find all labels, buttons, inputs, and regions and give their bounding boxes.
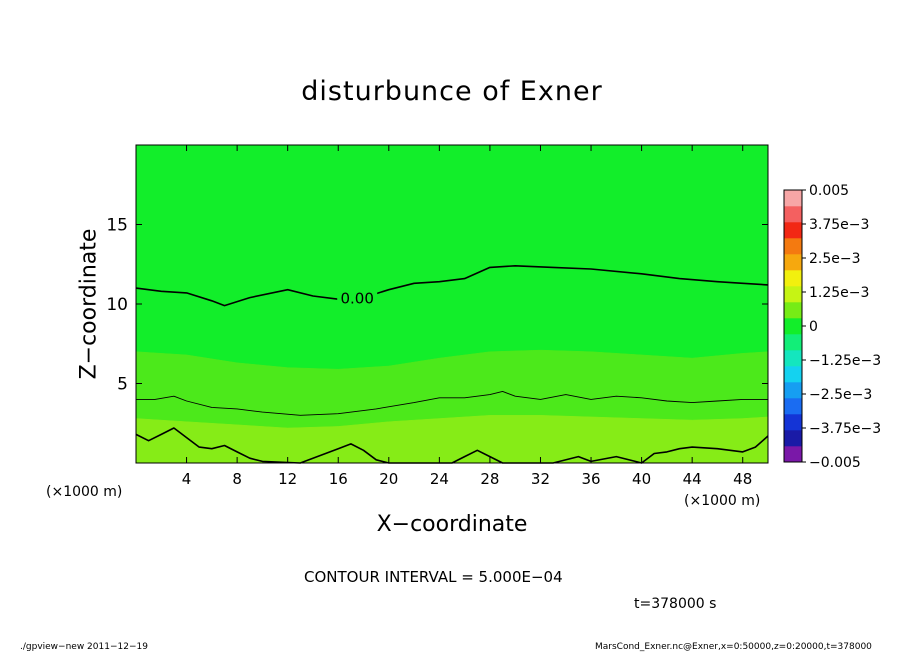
colorbar-swatch [784, 334, 802, 351]
footer-file-info: MarsCond_Exner.nc@Exner,x=0:50000,z=0:20… [595, 642, 872, 652]
colorbar-swatch [784, 398, 802, 415]
colorbar-swatch [784, 302, 802, 319]
contour-label-bg [337, 288, 378, 306]
y-tick-label: 5 [117, 375, 128, 395]
colorbar-tick-label: 0.005 [809, 183, 849, 199]
colorbar-tick-label: −3.75e−3 [809, 421, 881, 437]
y-tick-label: 10 [106, 295, 128, 315]
contour-lines [135, 264, 769, 464]
x-tick-label: 20 [379, 470, 398, 488]
colorbar-tick-label: −1.25e−3 [809, 353, 881, 369]
colorbar-swatch [784, 446, 802, 463]
contour-labels: 0.00 [337, 288, 378, 307]
x-tick-label: 24 [430, 470, 449, 488]
chart-title: disturbunce of Exner [301, 76, 603, 107]
colorbar-tick-label: 3.75e−3 [809, 217, 869, 233]
x-tick-label: 40 [632, 470, 651, 488]
x-axis-label: X−coordinate [376, 512, 528, 537]
footer-command: ./gpview−new 2011−12−19 [20, 642, 148, 652]
x-tick-label: 48 [733, 470, 752, 488]
x-tick-label: 44 [683, 470, 702, 488]
z-axis-unit: (×1000 m) [46, 484, 123, 500]
contour-line-0 [135, 264, 769, 307]
colorbar-swatch [784, 238, 802, 255]
colorbar-tick-label: 2.5e−3 [809, 251, 861, 267]
x-axis-unit: (×1000 m) [684, 493, 761, 509]
y-axis-label: Z−coordinate [76, 228, 102, 380]
x-tick-label: 32 [531, 470, 550, 488]
colorbar-swatch [784, 318, 802, 335]
contour-interval-note: CONTOUR INTERVAL = 5.000E−04 [304, 568, 563, 586]
colorbar-swatch [784, 254, 802, 271]
colorbar-swatch [784, 366, 802, 383]
colorbar-swatch [784, 430, 802, 447]
colorbar-swatch [784, 222, 802, 239]
colorbar-swatch [784, 206, 802, 223]
time-stamp: t=378000 s [634, 596, 717, 612]
x-tick-label: 4 [182, 470, 192, 488]
y-tick-label: 15 [106, 216, 128, 236]
colorbar-tick-label: −2.5e−3 [809, 387, 872, 403]
contour-label-text: 0.00 [340, 289, 373, 307]
x-tick-label: 36 [581, 470, 600, 488]
x-tick-label: 28 [480, 470, 499, 488]
colorbar-swatch [784, 270, 802, 287]
colorbar-tick-label: −0.005 [809, 455, 861, 471]
x-tick-label: 16 [329, 470, 348, 488]
colorbar: 0.005 3.75e−3 2.5e−3 1.25e−3 0 −1.25e−3 −2.5e−… [783, 183, 881, 471]
x-tick-label: 8 [232, 470, 242, 488]
colorbar-swatch [784, 286, 802, 303]
contour-line-2 [135, 427, 769, 464]
colorbar-tick-label: 1.25e−3 [809, 285, 869, 301]
colorbar-swatch [784, 350, 802, 367]
colorbar-tick-label: 0 [809, 319, 818, 335]
x-tick-label: 12 [278, 470, 297, 488]
colorbar-swatch [784, 382, 802, 399]
colorbar-swatch [784, 190, 802, 207]
contour-line-1 [136, 390, 768, 416]
colorbar-swatch [784, 414, 802, 431]
contour-band-1 [135, 349, 769, 429]
